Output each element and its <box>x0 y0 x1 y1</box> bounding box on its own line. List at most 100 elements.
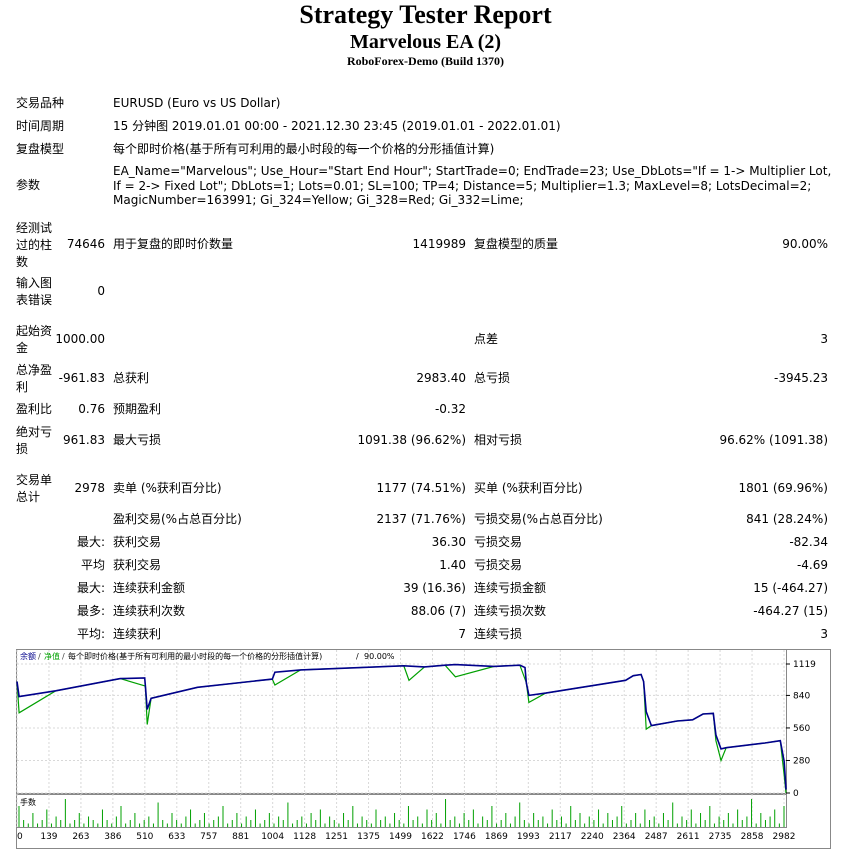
volume-bars <box>18 799 785 827</box>
x-tick-label: 1869 <box>485 832 508 842</box>
legend-balance: 余额 <box>20 651 36 661</box>
symbol-value: EURUSD (Euro vs US Dollar) <box>113 96 281 110</box>
period-value: 15 分钟图 2019.01.01 00:00 - 2021.12.30 23:… <box>113 119 561 133</box>
x-tick-label: 2240 <box>581 832 604 842</box>
average-prefix: 平均 <box>80 558 105 572</box>
x-tick-label: 757 <box>200 832 217 842</box>
x-tick-label: 1251 <box>325 832 348 842</box>
largest-profit-label: 获利交易 <box>113 535 162 549</box>
profit-factor-label: 盈利比 <box>16 402 53 416</box>
x-tick-label: 263 <box>72 832 89 842</box>
legend-quality: 90.00% <box>364 652 395 661</box>
most-consecutive-loss-value: -464.27 (15) <box>753 604 828 618</box>
short-positions-value: 1177 (74.51%) <box>376 481 466 495</box>
quality-label: 复盘模型的质量 <box>474 237 559 251</box>
chart-legend: 余额 / 净值 / 每个即时价格(基于所有可利用的最小时段的每一个价格的分形插值… <box>20 651 395 807</box>
balance-line <box>16 663 787 790</box>
long-positions-value: 1801 (69.96%) <box>738 481 828 495</box>
x-tick-label: 2611 <box>677 832 700 842</box>
total-trades-label: 交易单总计 <box>16 473 53 504</box>
deposit-label: 起始资金 <box>16 324 53 355</box>
loss-trades-label: 亏损交易(%占总百分比) <box>474 512 603 526</box>
chart-lines <box>16 663 787 794</box>
avg-consecutive-losses-value: 3 <box>820 627 828 641</box>
expected-payoff-label: 预期盈利 <box>113 402 162 416</box>
profit-trades-value: 2137 (71.76%) <box>376 512 466 526</box>
most-consecutive-profit-value: 88.06 (7) <box>410 604 466 618</box>
most-consecutive-loss-label: 连续亏损次数 <box>474 604 547 618</box>
y-tick-label: 1119 <box>793 660 816 670</box>
profit-factor-value: 0.76 <box>78 402 105 416</box>
x-tick-label: 1128 <box>293 832 316 842</box>
x-tick-label: 386 <box>104 832 121 842</box>
model-value: 每个即时价格(基于所有可利用的最小时段的每一个价格的分形插值计算) <box>113 142 495 156</box>
legend-model: 每个即时价格(基于所有可利用的最小时段的每一个价格的分形插值计算) <box>68 651 322 661</box>
x-tick-label: 2735 <box>709 832 732 842</box>
x-tick-label: 2117 <box>549 832 572 842</box>
maximal-drawdown-label: 最大亏损 <box>113 433 162 447</box>
y-tick-label: 0 <box>793 789 799 799</box>
largest-loss-label: 亏损交易 <box>474 535 523 549</box>
long-positions-label: 买单 (%获利百分比) <box>474 481 583 495</box>
max-consecutive-wins-label: 连续获利金额 <box>113 581 186 595</box>
average-loss-value: -4.69 <box>796 558 828 572</box>
legend-equity: 净值 <box>44 651 60 661</box>
avg-consecutive-wins-value: 7 <box>458 627 466 641</box>
avg-prefix: 平均: <box>76 627 105 641</box>
server-build: RoboForex-Demo (Build 1370) <box>346 54 505 68</box>
y-tick-label: 840 <box>793 691 810 701</box>
ticks-label: 用于复盘的即时价数量 <box>113 237 234 251</box>
x-axis: 0 139 263 386 510 633 757 881 1004 1128 1251 1375 14… <box>17 832 795 842</box>
ticks-value: 1419989 <box>412 237 466 251</box>
max-consecutive-losses-label: 连续亏损金额 <box>474 581 547 595</box>
model-label: 复盘模型 <box>16 142 65 156</box>
chart-grid <box>16 650 786 827</box>
x-tick-label: 1993 <box>517 832 540 842</box>
spread-label: 点差 <box>474 332 499 346</box>
x-tick-label: 881 <box>232 832 249 842</box>
x-tick-label: 1375 <box>357 832 380 842</box>
x-tick-label: 1004 <box>261 832 284 842</box>
relative-drawdown-value: 96.62% (1091.38) <box>719 433 828 447</box>
x-tick-label: 0 <box>17 832 23 842</box>
x-tick-label: 1746 <box>453 832 476 842</box>
legend-sep-1: / <box>38 652 41 661</box>
relative-drawdown-label: 相对亏损 <box>474 433 523 447</box>
bars-value: 74646 <box>66 237 105 251</box>
gross-loss-value: -3945.23 <box>774 371 828 385</box>
absolute-drawdown-label: 绝对亏损 <box>16 425 53 456</box>
y-axis: 1119 840 560 280 0 <box>786 660 816 799</box>
period-label: 时间周期 <box>16 119 65 133</box>
main-pane <box>16 649 787 794</box>
most-consecutive-profit-label: 连续获利次数 <box>113 604 186 618</box>
loss-trades-value: 841 (28.24%) <box>746 512 828 526</box>
volume-pane <box>16 794 787 828</box>
deposit-value: 1000.00 <box>55 332 105 346</box>
spread-value: 3 <box>820 332 828 346</box>
gross-profit-value: 2983.40 <box>416 371 466 385</box>
quality-value: 90.00% <box>782 237 828 251</box>
y-tick-label: 560 <box>793 724 810 734</box>
short-positions-label: 卖单 (%获利百分比) <box>113 481 222 495</box>
most-prefix: 最多: <box>76 604 105 618</box>
total-trades-value: 2978 <box>74 481 105 495</box>
profit-trades-label: 盈利交易(%占总百分比) <box>113 512 242 526</box>
x-tick-label: 2982 <box>773 832 796 842</box>
average-loss-label: 亏损交易 <box>474 558 523 572</box>
x-tick-label: 139 <box>40 832 57 842</box>
largest-prefix: 最大: <box>76 535 105 549</box>
x-tick-label: 510 <box>136 832 153 842</box>
x-tick-label: 1499 <box>389 832 412 842</box>
volume-label: 手数 <box>20 797 36 807</box>
balance-chart: 1119 840 560 280 0 0 139 263 386 510 633 757 881 100… <box>16 649 831 849</box>
params-label: 参数 <box>16 178 41 192</box>
x-tick-label: 1622 <box>421 832 444 842</box>
expected-payoff-value: -0.32 <box>434 402 466 416</box>
y-tick-label: 280 <box>793 756 810 766</box>
max-consecutive-losses-value: 15 (-464.27) <box>753 581 828 595</box>
errors-value: 0 <box>97 284 105 298</box>
avg-consecutive-losses-label: 连续亏损 <box>474 627 523 641</box>
x-tick-label: 2364 <box>613 832 636 842</box>
legend-sep-3: / <box>356 652 359 661</box>
params-value: EA_Name="Marvelous"; Use_Hour="Start End… <box>113 164 832 207</box>
